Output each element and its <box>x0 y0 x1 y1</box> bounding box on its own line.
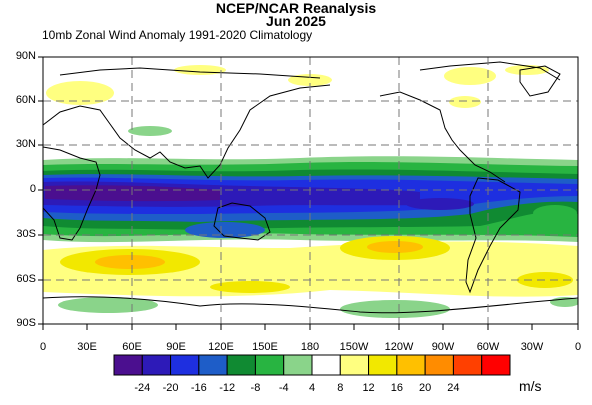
lon-tick-label: 150W <box>339 341 369 353</box>
colorbar-tick-label: 8 <box>337 382 344 394</box>
colorbar-swatch <box>339 354 370 376</box>
colorbar-swatch <box>424 354 454 376</box>
colorbar-tick-label: 4 <box>308 382 316 394</box>
north-america-coast <box>379 91 506 183</box>
colorbar-swatch <box>452 354 483 376</box>
colorbar-swatch <box>170 354 200 376</box>
colorbar-tick-label: -8 <box>250 382 261 394</box>
lon-tick-label: 0 <box>574 341 582 353</box>
arctic-coast <box>59 67 321 79</box>
colorbar-swatch <box>198 354 228 376</box>
colorbar-swatch <box>283 354 313 376</box>
colorbar-swatch <box>141 354 172 376</box>
colorbar-swatch <box>368 354 398 376</box>
nh-negative-anomaly <box>128 126 172 136</box>
colorbar-swatch <box>311 354 341 376</box>
lon-tick-label: 120W <box>384 341 414 353</box>
lon-tick-label: 120E <box>208 341 234 353</box>
lat-tick-label: 60S <box>16 273 36 285</box>
lat-tick-label: 0 <box>29 183 36 195</box>
lon-tick-label: 60E <box>122 341 142 353</box>
colorbar-tick-label: 24 <box>447 382 460 394</box>
colorbar-tick-label: -4 <box>278 382 289 394</box>
colorbar-tick-label: -20 <box>162 382 179 394</box>
variable-label: 10mb Zonal Wind Anomaly 1991-2020 Climat… <box>42 28 313 42</box>
lon-tick-label: 60W <box>476 341 500 353</box>
colorbar-swatch <box>481 354 511 376</box>
colorbar-swatch <box>113 354 143 376</box>
sh-negative-anomaly <box>58 297 158 313</box>
lon-tick-label: 30W <box>520 341 544 353</box>
colorbar-tick-label: -12 <box>219 382 236 394</box>
colorbar-tick-label: 16 <box>390 382 403 394</box>
axis-ticks <box>38 56 579 330</box>
australia-coast <box>213 202 271 241</box>
lon-tick-label: 150E <box>252 341 278 353</box>
lat-tick-label: 60N <box>15 94 36 106</box>
eurasia-coast <box>43 84 331 179</box>
nh-positive-anomaly-europe <box>46 81 114 105</box>
lon-tick-label: 90W <box>431 341 455 353</box>
colorbar-tick-label: -16 <box>190 382 207 394</box>
greenland-coast <box>519 65 561 97</box>
colorbar-units: m/s <box>519 378 542 394</box>
lat-tick-label: 30N <box>15 138 36 150</box>
tropical-easterly-band <box>43 156 578 243</box>
colorbar-swatch <box>396 354 426 376</box>
chart-title: NCEP/NCAR Reanalysis <box>215 0 377 16</box>
lat-tick-label: 90S <box>16 317 36 329</box>
chart-date: Jun 2025 <box>266 13 326 29</box>
colorbar-swatch <box>226 354 256 376</box>
lon-tick-label: 180 <box>300 341 320 353</box>
grid-lines <box>43 57 578 324</box>
colorbar-swatch <box>254 354 285 376</box>
south-america-coast <box>465 177 521 294</box>
lat-tick-label: 90N <box>15 50 36 62</box>
colorbar-tick-label: -24 <box>134 382 151 394</box>
lon-tick-label: 90E <box>166 341 186 353</box>
lon-tick-label: 30E <box>77 341 97 353</box>
colorbar <box>113 354 511 376</box>
lon-tick-label: 0 <box>39 341 47 353</box>
colorbar-tick-label: 20 <box>419 382 432 394</box>
lat-tick-label: 30S <box>16 228 36 240</box>
colorbar-tick-label: 12 <box>362 382 375 394</box>
